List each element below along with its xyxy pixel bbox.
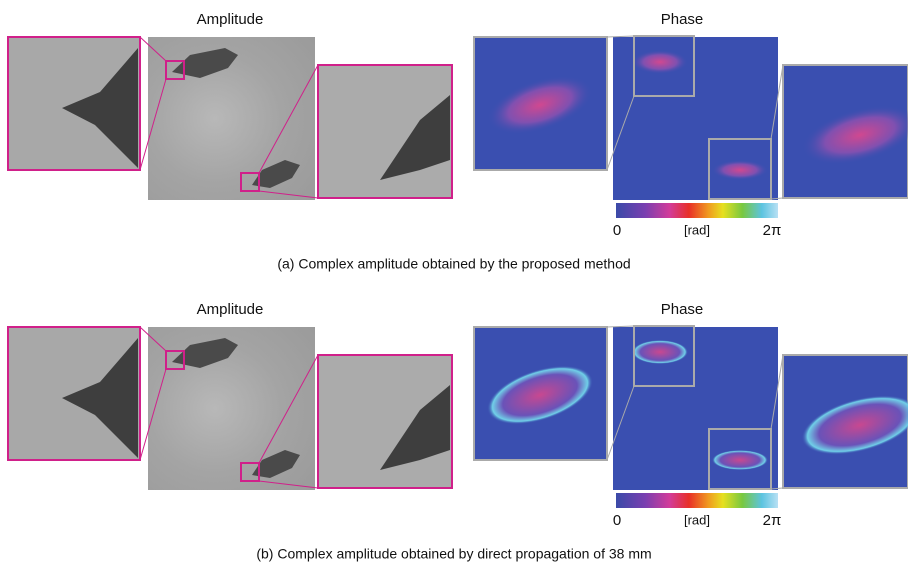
phase-cell	[632, 340, 688, 364]
colorbar	[616, 493, 778, 508]
caption: (b) Complex amplitude obtained by direct…	[256, 546, 651, 562]
colorbar-max: 2π	[763, 222, 782, 239]
figure: Amplitude Phase 0 [rad] 2π (a) Complex amplit…	[0, 0, 908, 578]
phase-cell	[632, 50, 688, 74]
colorbar-max: 2π	[763, 512, 782, 529]
colorbar-min: 0	[613, 512, 621, 529]
colorbar-unit: [rad]	[684, 222, 710, 237]
phase-label: Phase	[661, 301, 704, 318]
amplitude-label: Amplitude	[197, 11, 264, 28]
phase-cell	[712, 160, 768, 180]
colorbar-min: 0	[613, 222, 621, 239]
zoom-line	[607, 36, 634, 37]
colorbar	[616, 203, 778, 218]
zoom-line	[607, 326, 634, 327]
phase-cell	[712, 450, 768, 470]
amplitude-label: Amplitude	[197, 301, 264, 318]
panel: Amplitude Phase 0 [rad] 2π (a) Complex amplit…	[8, 11, 908, 272]
caption: (a) Complex amplitude obtained by the pr…	[277, 256, 630, 272]
colorbar-unit: [rad]	[684, 512, 710, 527]
panel: Amplitude Phase 0 [rad] 2π (b) Complex amplit…	[8, 301, 908, 562]
phase-label: Phase	[661, 11, 704, 28]
